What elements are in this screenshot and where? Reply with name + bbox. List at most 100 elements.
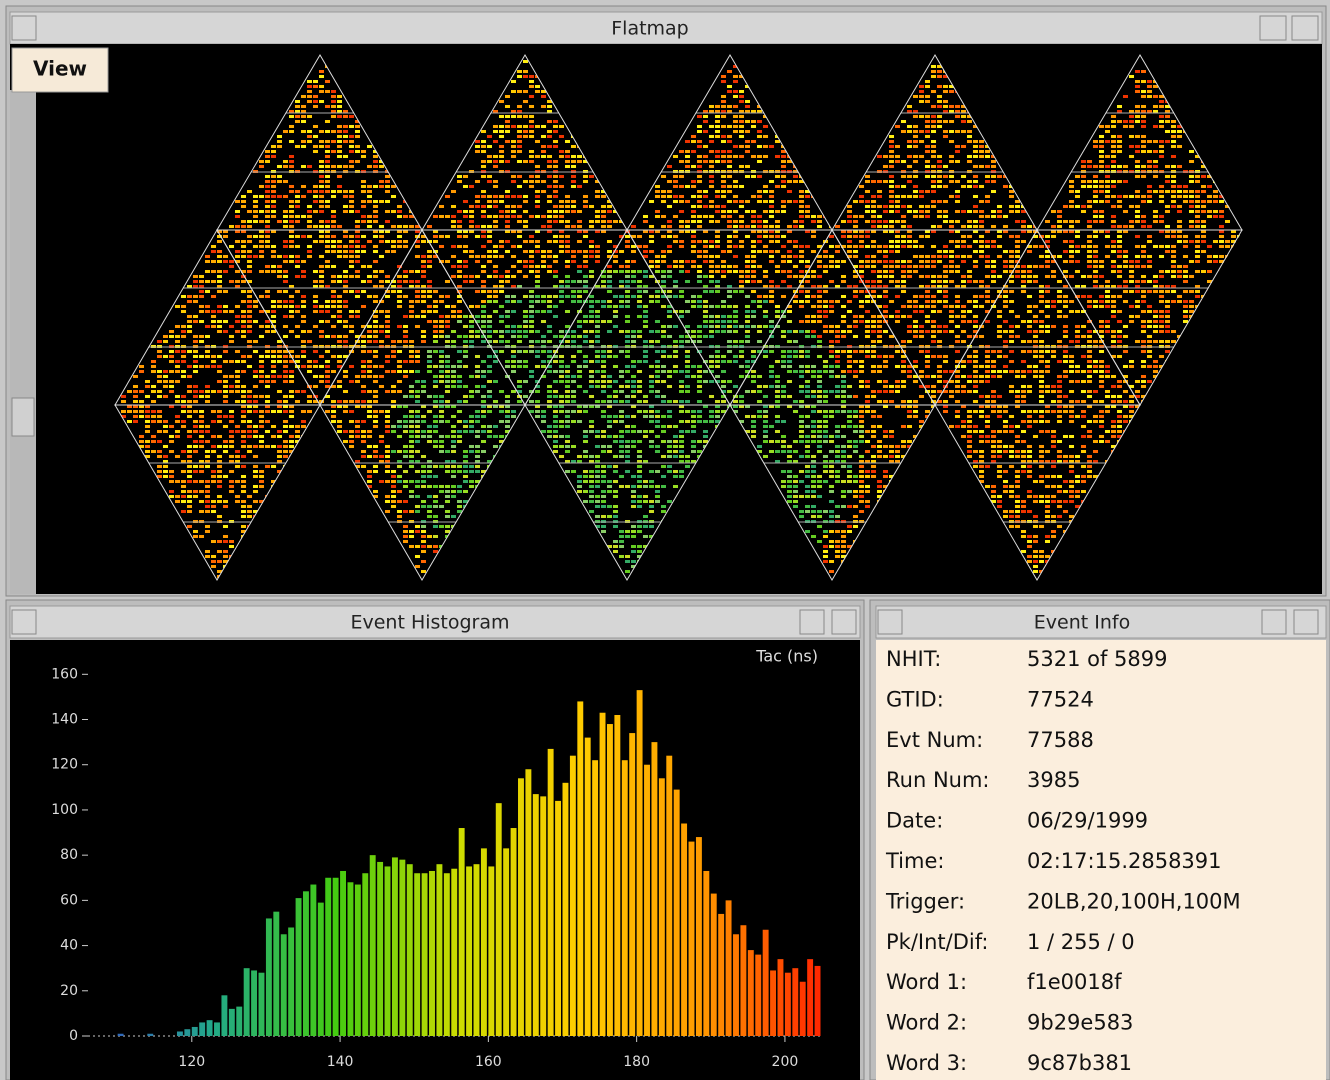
pmt-hit: [949, 250, 954, 253]
pmt-hit: [793, 275, 798, 278]
pmt-hit: [349, 325, 354, 328]
pmt-hit: [1135, 215, 1140, 218]
pmt-hit: [433, 335, 438, 338]
pmt-hit: [589, 320, 594, 323]
pmt-hit: [571, 375, 576, 378]
pmt-hit: [997, 395, 1002, 398]
pmt-hit: [1111, 215, 1116, 218]
pmt-hit: [937, 355, 942, 358]
pmt-hit: [679, 240, 684, 243]
pmt-hit: [535, 265, 540, 268]
pmt-hit: [487, 275, 492, 278]
pmt-hit: [745, 270, 750, 273]
pmt-hit: [919, 305, 924, 308]
pmt-hit: [1093, 235, 1098, 238]
pmt-hit: [361, 265, 366, 268]
pmt-hit: [523, 90, 528, 93]
pmt-hit: [265, 400, 270, 403]
pmt-hit: [697, 255, 702, 258]
pmt-hit: [1015, 275, 1020, 278]
pmt-hit: [397, 240, 402, 243]
pmt-hit: [1201, 205, 1206, 208]
pmt-hit: [367, 365, 372, 368]
pmt-hit: [217, 370, 222, 373]
pmt-hit: [1177, 275, 1182, 278]
pmt-hit: [523, 325, 528, 328]
pmt-hit: [505, 340, 510, 343]
pmt-hit: [667, 355, 672, 358]
pmt-hit: [523, 130, 528, 133]
pmt-hit: [433, 330, 438, 333]
page: Flatmap View Event Histogram Tac (ns) 02…: [0, 0, 1330, 1080]
pmt-hit: [349, 200, 354, 203]
pmt-hit: [139, 370, 144, 373]
pmt-hit: [253, 395, 258, 398]
pmt-hit: [211, 360, 216, 363]
pmt-hit: [937, 105, 942, 108]
pmt-hit: [1117, 250, 1122, 253]
pmt-hit: [247, 340, 252, 343]
pmt-hit: [607, 290, 612, 293]
minimize-button[interactable]: [1260, 16, 1286, 40]
pmt-hit: [727, 350, 732, 353]
pmt-hit: [247, 260, 252, 263]
pmt-hit: [1195, 195, 1200, 198]
pmt-hit: [913, 270, 918, 273]
pmt-hit: [835, 340, 840, 343]
pmt-hit: [373, 155, 378, 158]
pmt-hit: [307, 100, 312, 103]
pmt-hit: [487, 295, 492, 298]
pmt-hit: [829, 390, 834, 393]
pmt-hit: [475, 335, 480, 338]
pmt-hit: [1123, 265, 1128, 268]
pmt-hit: [433, 320, 438, 323]
pmt-hit: [703, 145, 708, 148]
pmt-hit: [823, 270, 828, 273]
pmt-hit: [937, 260, 942, 263]
pmt-hit: [913, 145, 918, 148]
pmt-hit: [559, 150, 564, 153]
pmt-hit: [697, 115, 702, 118]
pmt-hit: [577, 375, 582, 378]
pmt-hit: [745, 280, 750, 283]
pmt-hit: [223, 350, 228, 353]
pmt-hit: [355, 380, 360, 383]
pmt-hit: [1153, 150, 1158, 153]
pmt-hit: [487, 355, 492, 358]
pmt-hit: [319, 130, 324, 133]
pmt-hit: [487, 145, 492, 148]
pmt-hit: [463, 400, 468, 403]
pmt-hit: [325, 155, 330, 158]
pmt-hit: [745, 120, 750, 123]
pmt-hit: [913, 305, 918, 308]
pmt-hit: [289, 370, 294, 373]
pmt-hit: [949, 310, 954, 313]
pmt-hit: [631, 245, 636, 248]
window-menu[interactable]: [12, 16, 36, 40]
scrollbar[interactable]: [10, 90, 36, 594]
pmt-hit: [289, 185, 294, 188]
pmt-hit: [697, 165, 702, 168]
pmt-hit: [529, 85, 534, 88]
pmt-hit: [943, 325, 948, 328]
pmt-hit: [253, 375, 258, 378]
pmt-hit: [361, 235, 366, 238]
pmt-hit: [661, 225, 666, 228]
maximize-button[interactable]: [1292, 16, 1318, 40]
pmt-hit: [223, 270, 228, 273]
pmt-hit: [661, 350, 666, 353]
pmt-hit: [349, 160, 354, 163]
pmt-hit: [331, 245, 336, 248]
pmt-hit: [931, 165, 936, 168]
pmt-hit: [985, 265, 990, 268]
pmt-hit: [895, 365, 900, 368]
pmt-hit: [943, 265, 948, 268]
pmt-hit: [1123, 350, 1128, 353]
pmt-hit: [1141, 380, 1146, 383]
pmt-hit: [517, 330, 522, 333]
pmt-hit: [817, 380, 822, 383]
pmt-hit: [1099, 180, 1104, 183]
pmt-hit: [1087, 240, 1092, 243]
pmt-hit: [559, 400, 564, 403]
scroll-thumb[interactable]: [12, 398, 34, 436]
